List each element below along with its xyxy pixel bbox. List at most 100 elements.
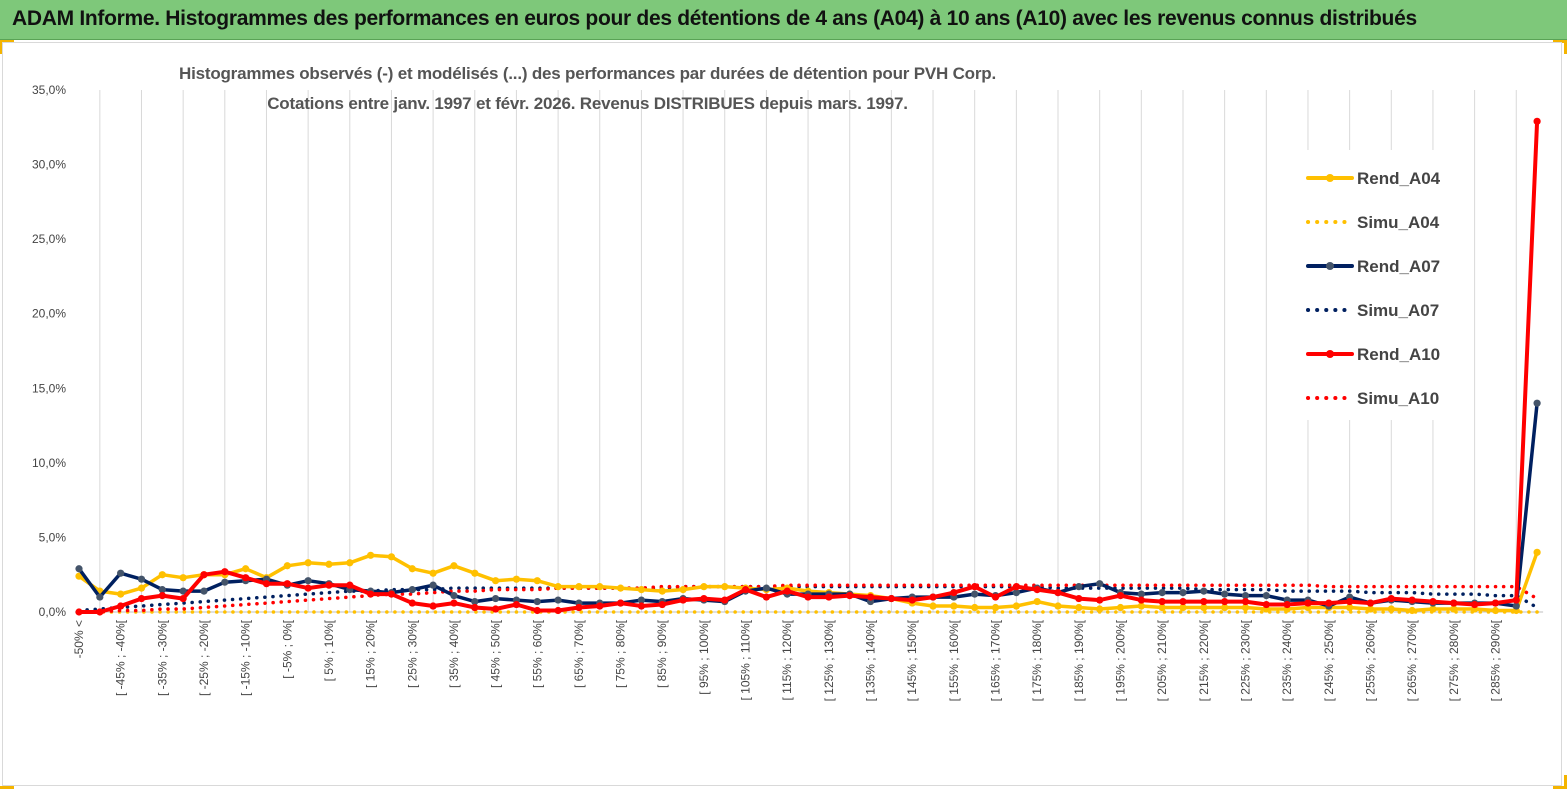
data-point-rend_a04 [1033, 597, 1041, 606]
x-tick-label: [ 125% ; 130%[ [822, 619, 836, 701]
data-point-rend_a10 [1325, 599, 1333, 607]
data-point-rend_a10 [1116, 591, 1125, 600]
data-point-rend_a04 [1408, 606, 1416, 615]
data-point-rend_a10 [1491, 599, 1500, 607]
data-point-rend_a04 [387, 553, 396, 561]
data-point-rend_a04 [367, 551, 375, 559]
data-point-rend_a04 [596, 583, 604, 591]
data-point-rend_a07 [1137, 590, 1145, 598]
data-point-rend_a04 [1012, 602, 1020, 610]
data-point-rend_a07 [304, 577, 312, 585]
data-point-rend_a10 [1241, 597, 1250, 606]
x-tick-label: [ 285% ; 290%[ [1488, 619, 1502, 701]
corner-accent-bottom-right [1553, 786, 1567, 789]
corner-accent-top-right-v [1564, 40, 1567, 54]
data-point-rend_a10 [1512, 596, 1520, 604]
data-point-rend_a10 [492, 605, 500, 613]
data-point-rend_a10 [1262, 600, 1270, 609]
x-tick-label: [ -35% ; -30%[ [155, 619, 169, 696]
data-point-rend_a04 [179, 574, 187, 582]
data-point-rend_a10 [262, 580, 271, 588]
data-point-rend_a04 [1116, 603, 1125, 612]
data-point-rend_a10 [96, 608, 104, 616]
data-point-rend_a04 [1179, 603, 1187, 612]
data-point-rend_a04 [991, 603, 1000, 612]
data-point-rend_a04 [283, 562, 291, 570]
y-tick-label: 15,0% [32, 381, 66, 395]
data-point-rend_a10 [346, 581, 354, 589]
data-point-rend_a04 [75, 572, 83, 580]
data-point-rend_a07 [554, 596, 562, 604]
data-point-rend_a04 [1054, 602, 1062, 610]
data-point-rend_a04 [1158, 603, 1166, 612]
data-point-rend_a10 [179, 594, 187, 603]
x-tick-label: [ 205% ; 210%[ [1155, 619, 1169, 701]
data-point-rend_a07 [200, 587, 208, 595]
data-point-rend_a10 [117, 602, 125, 610]
data-point-rend_a10 [950, 589, 958, 597]
data-point-rend_a07 [1012, 589, 1020, 597]
data-point-rend_a10 [283, 580, 291, 588]
data-point-rend_a04 [533, 577, 541, 585]
data-point-rend_a07 [137, 575, 146, 583]
data-point-rend_a07 [1262, 591, 1270, 600]
data-point-rend_a07 [221, 578, 229, 586]
data-point-rend_a04 [304, 559, 312, 567]
data-point-rend_a10 [1221, 597, 1229, 606]
data-point-rend_a10 [679, 596, 687, 604]
data-point-rend_a04 [1450, 605, 1458, 613]
legend-marker-rend_a07 [1326, 262, 1334, 270]
y-tick-label: 25,0% [32, 232, 66, 246]
data-point-rend_a10 [637, 602, 646, 610]
data-point-rend_a07 [1158, 589, 1166, 597]
x-tick-label: [ 265% ; 270%[ [1405, 619, 1419, 701]
x-tick-label: [ 75% ; 80%[ [614, 619, 628, 688]
data-point-rend_a10 [1137, 596, 1145, 604]
y-tick-label: 0,0% [39, 605, 67, 619]
data-point-rend_a04 [158, 571, 166, 579]
data-point-rend_a04 [1075, 603, 1083, 612]
data-point-rend_a04 [971, 603, 979, 612]
data-point-rend_a10 [1075, 594, 1083, 603]
series-group [75, 117, 1541, 616]
chart-title: Histogrammes observés (-) et modélisés (… [179, 64, 996, 83]
data-point-rend_a10 [991, 593, 1000, 601]
x-tick-label: [ 15% ; 20%[ [364, 619, 378, 688]
data-point-rend_a10 [1471, 600, 1479, 609]
x-tick-label: -50% < [72, 620, 86, 658]
data-point-rend_a04 [616, 584, 625, 592]
data-point-rend_a07 [117, 569, 125, 577]
data-point-rend_a04 [721, 583, 729, 591]
data-point-rend_a10 [1450, 599, 1458, 607]
data-point-rend_a10 [616, 599, 625, 607]
data-point-rend_a10 [1304, 599, 1312, 607]
x-tick-label: [ 195% ; 200%[ [1114, 619, 1128, 701]
y-tick-label: 20,0% [32, 307, 66, 321]
data-point-rend_a04 [346, 559, 354, 567]
data-point-rend_a10 [450, 599, 458, 607]
data-point-rend_a10 [221, 568, 229, 576]
x-tick-label: [ 225% ; 230%[ [1238, 619, 1252, 701]
y-tick-label: 10,0% [32, 456, 66, 470]
data-point-rend_a07 [1200, 587, 1208, 595]
y-tick-label: 35,0% [32, 83, 66, 97]
data-point-rend_a10 [804, 593, 812, 601]
data-point-rend_a04 [1137, 602, 1145, 610]
data-point-rend_a04 [637, 586, 646, 594]
data-point-rend_a04 [471, 569, 479, 577]
data-point-rend_a04 [658, 587, 666, 595]
data-point-rend_a04 [1221, 603, 1229, 612]
data-point-rend_a10 [242, 574, 250, 582]
data-point-rend_a04 [554, 583, 562, 591]
data-point-rend_a04 [1366, 605, 1375, 613]
x-tick-label: [ 185% ; 190%[ [1072, 619, 1086, 701]
data-point-rend_a07 [96, 593, 104, 601]
x-tick-label: [ 235% ; 240%[ [1280, 619, 1294, 701]
y-axis: 0,0% 5,0% 10,0% 15,0% 20,0% 25,0% 30,0% 35,0% [32, 83, 66, 619]
data-point-rend_a10 [429, 602, 437, 610]
data-point-rend_a10 [200, 571, 208, 579]
data-point-rend_a10 [1179, 597, 1187, 606]
data-point-rend_a04 [950, 602, 958, 610]
data-point-rend_a04 [492, 577, 500, 585]
corner-accent-top-left-v [0, 40, 3, 54]
